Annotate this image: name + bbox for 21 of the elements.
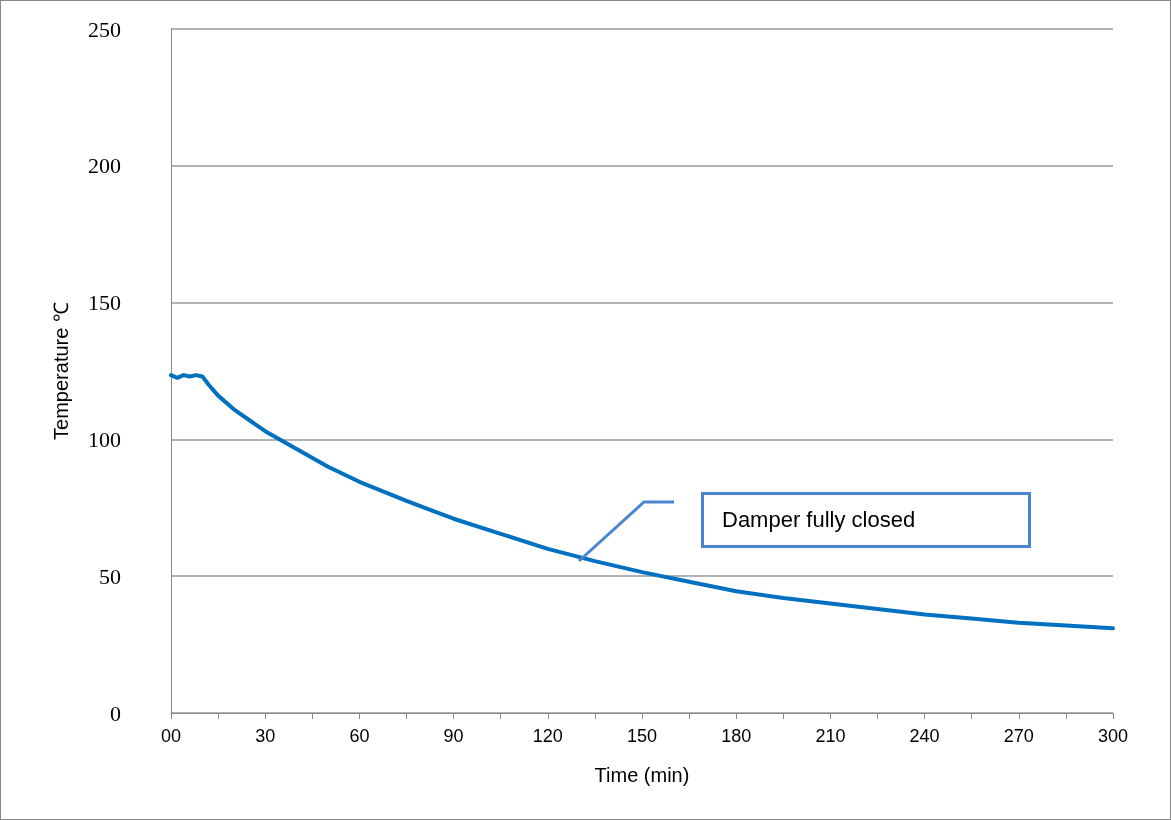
x-tick-label: 120 <box>532 726 563 746</box>
x-tick-label: 150 <box>626 726 658 746</box>
x-tick-label: 30 <box>255 726 276 746</box>
x-tick-label: 00 <box>160 726 182 746</box>
y-tick-label: 200 <box>88 153 121 179</box>
y-tick-label: 250 <box>88 16 121 42</box>
y-axis-title: Temperature ℃ <box>50 302 72 440</box>
x-axis-title: Time (min) <box>594 764 690 786</box>
x-tick-label: 240 <box>909 726 940 746</box>
y-tick-label: 0 <box>110 700 121 726</box>
y-tick-label: 100 <box>88 426 121 452</box>
x-tick-label: 210 <box>815 726 846 746</box>
x-tick-label: 90 <box>443 726 464 746</box>
x-tick-label: 180 <box>721 726 752 746</box>
x-tick-label: 270 <box>1003 726 1034 746</box>
x-tick-label: 60 <box>349 726 370 746</box>
callout-box: Damper fully closed <box>701 492 1031 548</box>
line-series <box>169 373 1115 631</box>
y-tick-label: 50 <box>99 563 121 589</box>
y-tick-label: 150 <box>88 290 121 316</box>
x-tick-label: 300 <box>1097 726 1129 746</box>
